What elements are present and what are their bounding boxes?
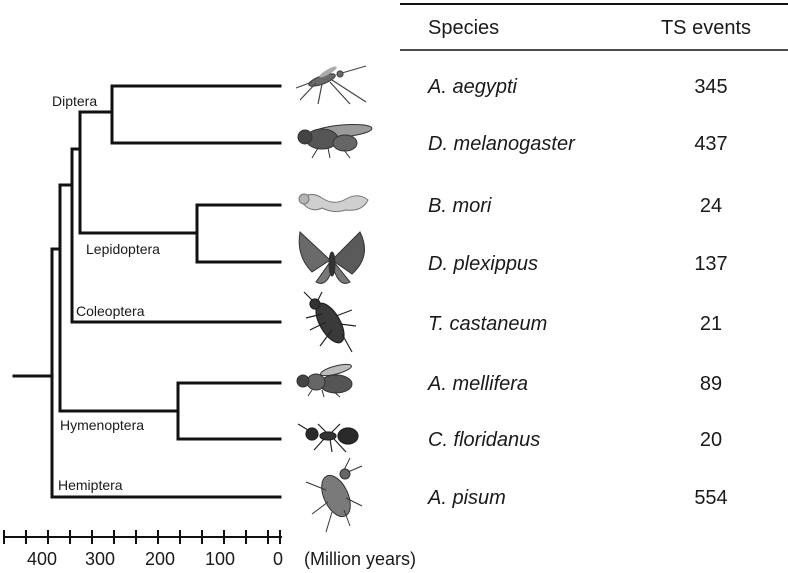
- ts-event-count: 437: [694, 133, 727, 155]
- axis-tick-label: 0: [273, 549, 283, 569]
- species-name: T. castaneum: [428, 313, 547, 335]
- clade-label-lepidoptera: Lepidoptera: [86, 241, 160, 257]
- clade-label-coleoptera: Coleoptera: [76, 303, 145, 319]
- axis-tick-label: 400: [27, 549, 57, 569]
- species-name: D. plexippus: [428, 253, 538, 275]
- species-name: C. floridanus: [428, 429, 540, 451]
- axis-tick-label: 300: [85, 549, 115, 569]
- ts-event-count: 24: [700, 195, 722, 217]
- species-name: D. melanogaster: [428, 133, 576, 155]
- beetle-icon: [303, 291, 357, 353]
- ant-icon: [297, 423, 359, 453]
- ts-event-count: 89: [700, 373, 722, 395]
- species-name: A. pisum: [427, 487, 506, 509]
- ts-event-count: 20: [700, 429, 722, 451]
- header-ts-events: TS events: [661, 17, 751, 39]
- clade-label-hemiptera: Hemiptera: [58, 477, 123, 493]
- fruit-fly-icon: [297, 123, 373, 159]
- silkworm-icon: [298, 193, 369, 213]
- clade-label-hymenoptera: Hymenoptera: [60, 417, 144, 433]
- ts-event-count: 554: [694, 487, 727, 509]
- axis-unit-label: (Million years): [304, 549, 416, 569]
- mosquito-icon: [295, 65, 367, 105]
- aphid-icon: [305, 457, 363, 533]
- axis-tick-label: 100: [205, 549, 235, 569]
- species-name: B. mori: [428, 195, 492, 217]
- header-species: Species: [428, 17, 499, 39]
- ts-event-count: 21: [700, 313, 722, 335]
- ts-event-count: 137: [694, 253, 727, 275]
- honeybee-icon: [296, 363, 353, 398]
- clade-label-diptera: Diptera: [52, 93, 97, 109]
- species-name: A. mellifera: [427, 373, 528, 395]
- axis-tick-label: 200: [145, 549, 175, 569]
- time-axis: [3, 530, 282, 544]
- ts-event-count: 345: [694, 76, 727, 98]
- phylogenetic-tree: [12, 84, 282, 499]
- butterfly-icon: [298, 230, 365, 284]
- species-name: A. aegypti: [427, 76, 518, 98]
